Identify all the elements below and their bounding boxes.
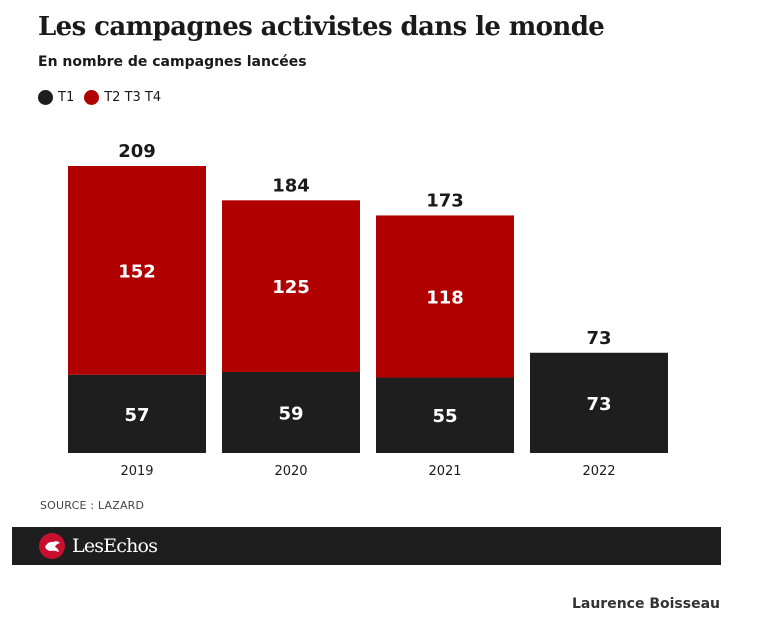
bar-t1-2019 [68,374,206,453]
legend-item-t2t3t4: T2 T3 T4 [84,90,161,105]
data-label-t1-2021: 55 [432,406,457,427]
data-label-t2t3t4-2019: 152 [118,261,156,282]
bar-t1-2020 [222,371,360,453]
data-label-t2t3t4-2020: 125 [272,277,310,298]
x-tick-label-2021: 2021 [428,464,461,479]
legend-label-t1: T1 [58,90,75,105]
bar-t2t3t4-2021 [376,215,514,378]
legend: T1 T2 T3 T4 [38,90,171,105]
x-tick-label-2020: 2020 [274,464,307,479]
data-label-t1-2019: 57 [124,405,149,426]
footer-bar: LesEchos [12,527,721,565]
stacked-bar-chart: 57 152 209 2019 59 125 184 2020 55 118 173 2021 73 73… [68,141,668,479]
legend-item-t1: T1 [38,90,74,105]
x-tick-label-2019: 2019 [120,464,153,479]
bar-t2t3t4-2020 [222,200,360,372]
chart-title: Les campagnes activistes dans le monde [38,12,605,42]
les-echos-logo-icon [39,533,65,559]
bar-t2t3t4-2019 [68,166,206,375]
total-label-2021: 173 [426,190,464,211]
total-label-2022: 73 [586,328,611,349]
data-label-t1-2020: 59 [278,403,303,424]
bar-t1-2022 [530,352,668,453]
total-label-2019: 209 [118,141,156,162]
data-label-t1-2022: 73 [586,394,611,415]
x-tick-label-2022: 2022 [582,464,615,479]
legend-swatch-t2t3t4 [84,90,100,105]
data-label-t2t3t4-2021: 118 [426,287,464,308]
legend-label-t2t3t4: T2 T3 T4 [104,90,162,105]
legend-swatch-t1 [38,90,53,105]
chart-subtitle: En nombre de campagnes lancées [38,54,307,70]
source-note: SOURCE : LAZARD [40,499,145,512]
author-credit: Laurence Boisseau [571,596,720,612]
total-label-2020: 184 [272,175,310,196]
bar-t1-2021 [376,377,514,453]
brand-logo-text: LesEchos [72,535,158,557]
